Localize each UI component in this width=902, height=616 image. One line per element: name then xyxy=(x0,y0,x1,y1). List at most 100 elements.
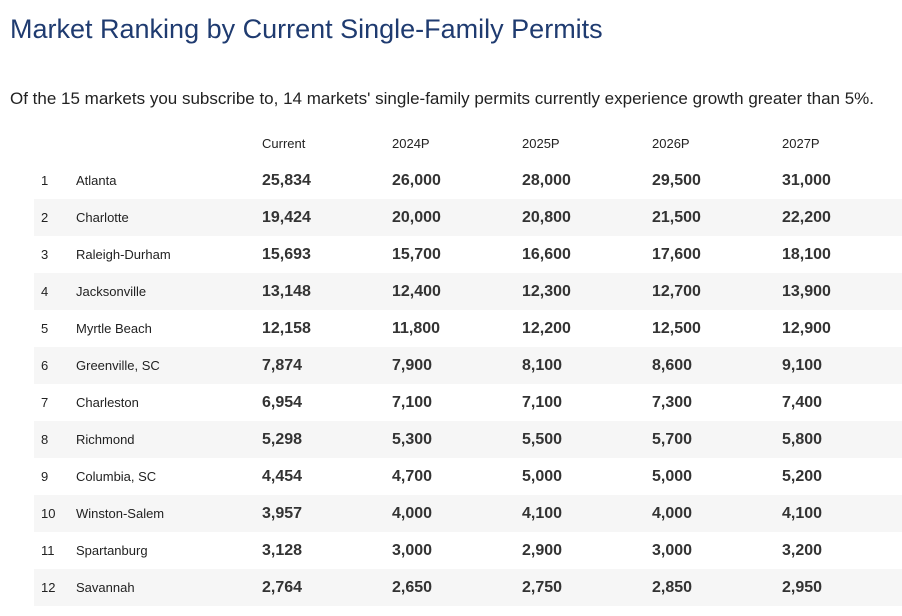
2024p-value-cell: 20,000 xyxy=(392,199,522,236)
header-2026p: 2026P xyxy=(652,136,690,151)
market-name-cell: Savannah xyxy=(76,569,262,606)
2027p-value-cell: 4,100 xyxy=(782,495,902,532)
market-name-cell: Greenville, SC xyxy=(76,347,262,384)
2025p-value-cell: 12,200 xyxy=(522,319,571,337)
2026p-value-cell: 5,000 xyxy=(652,467,693,485)
2025p-value-cell: 20,800 xyxy=(522,199,652,236)
market-name-cell: Richmond xyxy=(76,421,262,458)
rank-cell: 11 xyxy=(41,543,55,558)
2024p-value-cell: 7,100 xyxy=(392,393,433,411)
rank-cell: 4 xyxy=(34,273,76,310)
rank-cell: 1 xyxy=(41,173,49,188)
2026p-value-cell: 21,500 xyxy=(652,199,782,236)
market-name-cell: Winston-Salem xyxy=(76,495,262,532)
current-value-cell: 7,874 xyxy=(262,347,392,384)
2024p-value-cell: 11,800 xyxy=(392,319,441,337)
2024p-value-cell: 26,000 xyxy=(392,171,441,189)
header-2027p: 2027P xyxy=(782,136,820,151)
rank-cell: 5 xyxy=(41,321,49,336)
table-row: 1 Atlanta 25,834 26,000 28,000 29,500 31,000 xyxy=(34,162,902,199)
2027p-value-cell: 5,200 xyxy=(782,467,823,485)
2025p-value-cell: 2,750 xyxy=(522,569,652,606)
page-title: Market Ranking by Current Single-Family … xyxy=(10,14,603,44)
table-row: 4 Jacksonville 13,148 12,400 12,300 12,700 13,… xyxy=(34,273,902,310)
rank-cell: 6 xyxy=(34,347,76,384)
market-name-cell: Jacksonville xyxy=(76,273,262,310)
table-row: 11 Spartanburg 3,128 3,000 2,900 3,000 3,200 xyxy=(34,532,902,569)
header-2025p: 2025P xyxy=(522,136,560,151)
table-body: 1 Atlanta 25,834 26,000 28,000 29,500 31,000 2 C… xyxy=(34,162,902,606)
market-name-cell: Myrtle Beach xyxy=(76,321,152,336)
market-name-cell: Charlotte xyxy=(76,199,262,236)
2027p-value-cell: 22,200 xyxy=(782,199,902,236)
2025p-value-cell: 8,100 xyxy=(522,347,652,384)
market-name-cell: Charleston xyxy=(76,395,139,410)
current-value-cell: 2,764 xyxy=(262,569,392,606)
2026p-value-cell: 7,300 xyxy=(652,393,693,411)
current-value-cell: 19,424 xyxy=(262,199,392,236)
market-name-cell: Spartanburg xyxy=(76,543,148,558)
rank-cell: 3 xyxy=(41,247,49,262)
2025p-value-cell: 4,100 xyxy=(522,495,652,532)
2026p-value-cell: 12,500 xyxy=(652,319,701,337)
2027p-value-cell: 7,400 xyxy=(782,393,823,411)
table-row: 5 Myrtle Beach 12,158 11,800 12,200 12,500 12,… xyxy=(34,310,902,347)
rank-cell: 9 xyxy=(41,469,49,484)
rank-cell: 7 xyxy=(41,395,49,410)
2025p-value-cell: 7,100 xyxy=(522,393,563,411)
market-name-cell: Raleigh-Durham xyxy=(76,247,171,262)
summary-text: Of the 15 markets you subscribe to, 14 m… xyxy=(10,89,875,108)
2026p-value-cell: 2,850 xyxy=(652,569,782,606)
2026p-value-cell: 4,000 xyxy=(652,495,782,532)
current-value-cell: 6,954 xyxy=(262,393,303,411)
current-value-cell: 3,957 xyxy=(262,495,392,532)
2024p-value-cell: 2,650 xyxy=(392,569,522,606)
table-row: 3 Raleigh-Durham 15,693 15,700 16,600 17,600 1… xyxy=(34,236,902,273)
current-value-cell: 12,158 xyxy=(262,319,311,337)
2026p-value-cell: 12,700 xyxy=(652,273,782,310)
2026p-value-cell: 5,700 xyxy=(652,421,782,458)
2025p-value-cell: 12,300 xyxy=(522,273,652,310)
rank-cell: 2 xyxy=(34,199,76,236)
current-value-cell: 3,128 xyxy=(262,541,303,559)
table-row: 9 Columbia, SC 4,454 4,700 5,000 5,000 5,200 xyxy=(34,458,902,495)
header-current: Current xyxy=(262,136,306,151)
current-value-cell: 25,834 xyxy=(262,171,311,189)
2026p-value-cell: 29,500 xyxy=(652,171,701,189)
header-market xyxy=(76,125,262,162)
rank-cell: 10 xyxy=(34,495,76,532)
table-row: 6 Greenville, SC 7,874 7,900 8,100 8,600 9,100 xyxy=(34,347,902,384)
table-row: 8 Richmond 5,298 5,300 5,500 5,700 5,800 xyxy=(34,421,902,458)
current-value-cell: 5,298 xyxy=(262,421,392,458)
2027p-value-cell: 31,000 xyxy=(782,171,831,189)
current-value-cell: 13,148 xyxy=(262,273,392,310)
2025p-value-cell: 16,600 xyxy=(522,245,571,263)
table-row: 10 Winston-Salem 3,957 4,000 4,100 4,000 4,100 xyxy=(34,495,902,532)
rank-cell: 8 xyxy=(34,421,76,458)
table-row: 7 Charleston 6,954 7,100 7,100 7,300 7,400 xyxy=(34,384,902,421)
2027p-value-cell: 18,100 xyxy=(782,245,831,263)
2026p-value-cell: 3,000 xyxy=(652,541,693,559)
2027p-value-cell: 5,800 xyxy=(782,421,902,458)
2024p-value-cell: 3,000 xyxy=(392,541,433,559)
2026p-value-cell: 17,600 xyxy=(652,245,701,263)
rank-cell: 12 xyxy=(34,569,76,606)
2027p-value-cell: 13,900 xyxy=(782,273,902,310)
2024p-value-cell: 4,700 xyxy=(392,467,433,485)
2024p-value-cell: 7,900 xyxy=(392,347,522,384)
header-rank xyxy=(34,125,76,162)
table-row: 12 Savannah 2,764 2,650 2,750 2,850 2,950 xyxy=(34,569,902,606)
2025p-value-cell: 5,000 xyxy=(522,467,563,485)
2024p-value-cell: 5,300 xyxy=(392,421,522,458)
current-value-cell: 4,454 xyxy=(262,467,303,485)
2027p-value-cell: 12,900 xyxy=(782,319,831,337)
2024p-value-cell: 15,700 xyxy=(392,245,441,263)
2027p-value-cell: 3,200 xyxy=(782,541,823,559)
2024p-value-cell: 12,400 xyxy=(392,273,522,310)
2025p-value-cell: 5,500 xyxy=(522,421,652,458)
header-2024p: 2024P xyxy=(392,136,430,151)
2026p-value-cell: 8,600 xyxy=(652,347,782,384)
market-name-cell: Columbia, SC xyxy=(76,469,157,484)
2025p-value-cell: 2,900 xyxy=(522,541,563,559)
table-row: 2 Charlotte 19,424 20,000 20,800 21,500 22,200 xyxy=(34,199,902,236)
